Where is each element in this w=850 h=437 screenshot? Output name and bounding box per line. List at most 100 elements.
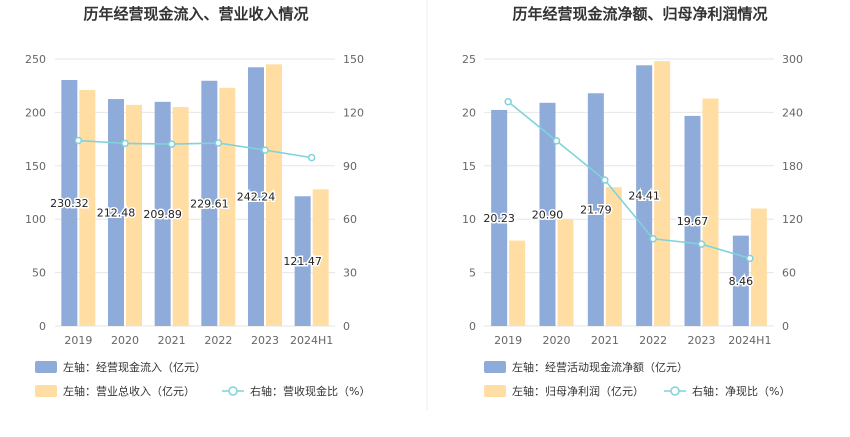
ratio-point-2020	[552, 137, 561, 145]
x-tick-label: 2019	[494, 334, 522, 347]
y-right-tick-label: 180	[782, 160, 803, 173]
x-tick-label: 2022	[204, 334, 232, 347]
ratio-point-2021	[167, 140, 176, 148]
legend-swatch-marker	[228, 386, 238, 396]
bar-0-s0-2024H1	[294, 196, 311, 326]
bar-1-s0-2022	[636, 65, 653, 326]
y-left-tick-label: 0	[39, 320, 46, 333]
ratio-point-2024H1	[746, 254, 754, 263]
y-left-tick-label: 150	[25, 160, 46, 173]
legend-swatch	[484, 385, 506, 397]
chart-title: 历年经营现金流入、营业收入情况	[83, 5, 308, 23]
bar-0-s1-2020	[126, 104, 142, 326]
ratio-point-2022	[214, 139, 223, 147]
y-right-tick-label: 120	[782, 213, 803, 226]
bar-0-s1-2022	[219, 87, 236, 326]
legend-entry: 左轴：经营活动现金流净额（亿元）	[512, 360, 688, 374]
bar-0-s1-2024H1	[312, 189, 329, 326]
data-label: 229.61	[190, 197, 229, 210]
data-label: 8.46	[729, 275, 754, 288]
bar-1-s1-2019	[509, 240, 526, 326]
y-right-tick-label: 60	[343, 213, 357, 226]
y-right-tick-label: 60	[782, 267, 796, 280]
chart-2: 历年经营现金流净额、归母净利润情况 0 0 5 60 10 120 15 180 20 240 25 3…	[462, 5, 803, 398]
y-left-tick-label: 100	[25, 213, 46, 226]
legend-entry: 左轴：营业总收入（亿元）	[63, 384, 195, 398]
bar-0-s0-2020	[108, 99, 124, 327]
data-label: 230.32	[50, 197, 89, 210]
chart-1: 历年经营现金流入、营业收入情况 0 0 50 30 100 60 150 90 200 120 250…	[25, 5, 370, 398]
bar-1-s0-2019	[491, 109, 508, 326]
bar-0-s0-2021	[154, 101, 171, 326]
data-label: 242.24	[237, 191, 276, 204]
ratio-point-2020	[121, 139, 129, 148]
data-label: 20.23	[483, 212, 515, 225]
x-tick-label: 2021	[591, 334, 619, 347]
y-left-tick-label: 200	[25, 106, 46, 119]
x-tick-label: 2021	[158, 334, 186, 347]
y-left-tick-label: 50	[32, 267, 46, 280]
bar-1-s1-2021	[605, 187, 622, 326]
legend-entry: 左轴：经营现金流入（亿元）	[63, 360, 206, 374]
data-label: 19.67	[677, 215, 709, 228]
ratio-point-2019	[504, 97, 512, 106]
bar-1-s1-2022	[654, 61, 671, 327]
y-left-tick-label: 250	[25, 53, 46, 66]
y-left-tick-label: 20	[462, 106, 476, 119]
y-right-tick-label: 150	[343, 53, 364, 66]
x-tick-label: 2023	[251, 334, 279, 347]
bar-1-s1-2023	[702, 98, 719, 327]
x-tick-label: 2024H1	[728, 334, 771, 347]
y-right-tick-label: 30	[343, 267, 357, 280]
legend-swatch	[35, 361, 57, 373]
y-left-tick-label: 15	[462, 160, 476, 173]
x-tick-label: 2023	[688, 334, 716, 347]
y-right-tick-label: 300	[782, 53, 803, 66]
y-right-tick-label: 0	[343, 320, 350, 333]
y-right-tick-label: 240	[782, 106, 803, 119]
bar-0-s0-2019	[61, 80, 78, 326]
bar-0-s1-2019	[79, 89, 96, 326]
legend-swatch-marker	[670, 386, 680, 396]
y-left-tick-label: 10	[462, 213, 476, 226]
bar-1-s0-2023	[684, 115, 701, 326]
data-label: 20.90	[532, 208, 564, 221]
chart-title: 历年经营现金流净额、归母净利润情况	[512, 5, 767, 23]
y-left-tick-label: 5	[469, 267, 476, 280]
x-tick-label: 2024H1	[290, 334, 333, 347]
y-right-tick-label: 90	[343, 160, 357, 173]
data-label: 24.41	[628, 190, 660, 203]
ratio-point-2024H1	[307, 153, 316, 162]
x-tick-label: 2020	[111, 334, 139, 347]
bar-0-s1-2021	[172, 107, 189, 326]
bar-1-s0-2020	[539, 102, 556, 327]
legend-entry: 右轴：营收现金比（%）	[250, 384, 370, 398]
x-tick-label: 2022	[639, 334, 667, 347]
bar-1-s0-2021	[587, 93, 604, 326]
ratio-line	[507, 101, 751, 260]
data-label: 209.89	[143, 208, 182, 221]
data-label: 121.47	[283, 255, 322, 268]
ratio-point-2023	[697, 240, 706, 248]
ratio-point-2022	[649, 235, 657, 243]
bar-0-s1-2023	[266, 64, 282, 326]
bar-1-s0-2024H1	[732, 235, 749, 326]
y-right-tick-label: 0	[782, 320, 789, 333]
y-right-tick-label: 120	[343, 106, 364, 119]
bar-0-s0-2022	[201, 80, 218, 326]
x-tick-label: 2019	[64, 334, 92, 347]
ratio-point-2021	[601, 176, 609, 184]
bar-1-s1-2020	[557, 219, 574, 326]
ratio-point-2023	[261, 146, 269, 154]
y-left-tick-label: 25	[462, 53, 476, 66]
legend-entry: 左轴：归母净利润（亿元）	[512, 384, 644, 398]
y-left-tick-label: 0	[469, 320, 476, 333]
legend-entry: 右轴：净现比（%）	[692, 384, 790, 398]
legend-swatch	[484, 361, 506, 373]
ratio-point-2019	[74, 136, 83, 145]
bar-1-s1-2024H1	[750, 208, 767, 326]
data-label: 212.48	[97, 207, 136, 220]
bar-0-s0-2023	[248, 67, 264, 326]
